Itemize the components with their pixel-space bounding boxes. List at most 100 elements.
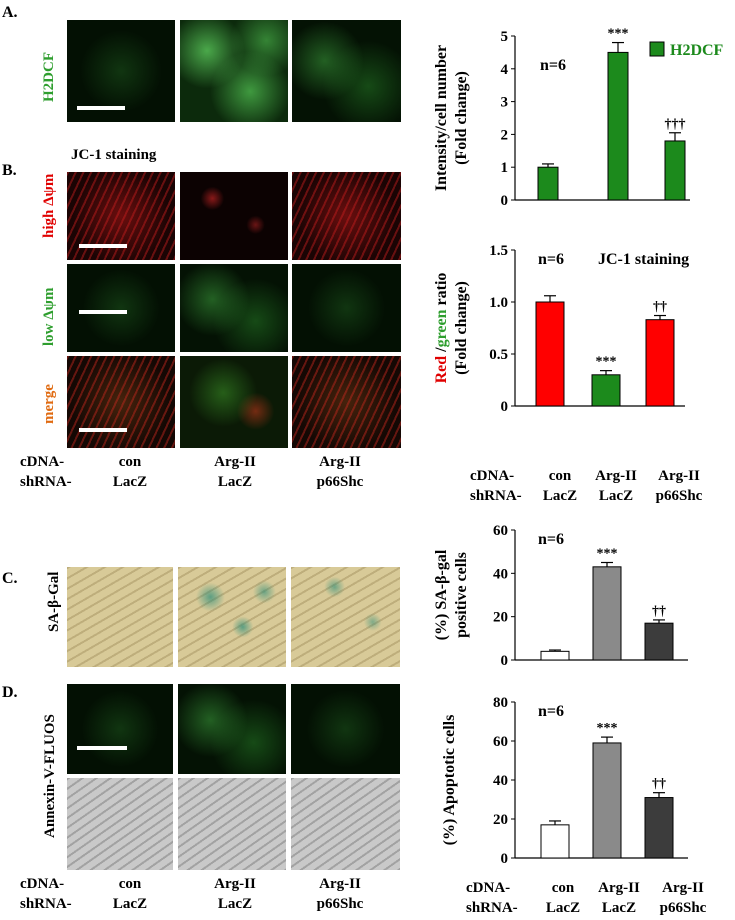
y-tick-label: 2 [501,127,509,143]
group-cdna: Arg-II [319,454,361,470]
scale-bar [77,106,125,110]
chart-title: JC-1 staining [598,251,689,268]
y-tick-label: 0 [501,193,509,209]
group-cdna: Arg-II [214,876,256,892]
y-axis-label-line1: Red /green ratio [433,273,450,384]
group-shrna: LacZ [217,474,253,490]
y-axis-label: Red /green ratio (Fold change) [433,273,470,384]
micrograph-low-con [67,264,175,352]
bar [591,374,621,407]
group-label-2: Arg-II LacZ [200,452,270,492]
chart-group-label-2: Arg-II LacZ [587,466,645,506]
group-shrna: p66Shc [316,474,364,490]
y-tick-label: 60 [493,734,508,750]
y-axis-label-part: ratio [433,273,450,310]
micrograph-annexin-con [67,684,173,774]
micrograph-high-con [67,172,175,260]
bar [540,824,570,859]
y-tick-label: 0.5 [489,347,508,363]
significance-label: †† [653,300,667,315]
group-shrna: LacZ [601,900,637,916]
y-axis-label-line1: Intensity/cell number [433,45,450,191]
y-axis-label-part: Red [433,356,450,384]
micrograph-sagal-con [67,567,173,667]
y-tick-label: 60 [493,523,508,539]
annexin-label: Annexin-V-FLUOS [42,714,58,838]
group-shrna: p66Shc [316,896,364,912]
group-shrna: LacZ [112,474,148,490]
significance-label: *** [597,547,618,562]
chart-group-label-3: Arg-II p66Shc [650,878,716,918]
sagal-label: SA-β-Gal [46,571,62,632]
micrograph-phase-p66 [291,778,400,870]
cdna-label: cDNA- [470,468,515,484]
shrna-label: shRNA- [20,896,72,912]
y-axis-label-part: green [433,309,450,347]
n-label: n=6 [538,703,564,720]
chart-sagal: 0 20 40 60 *** †† n=6 (%) SA-β-gal positive cell… [433,523,688,669]
micrograph-sagal-p66 [291,567,400,667]
y-tick-label: 20 [493,610,508,626]
group-cdna: Arg-II [595,468,637,484]
chart-h2dcf: 0 1 2 3 4 5 *** ††† n=6 Intensity/cell number (Fol… [433,27,724,209]
y-tick-label: 20 [493,812,508,828]
y-tick-label: 4 [501,62,509,78]
chart-group-label-1: con LacZ [538,878,588,918]
shrna-label: shRNA- [20,474,72,490]
h2dcf-label: H2DCF [41,52,57,102]
y-tick-label: 1.0 [489,295,508,311]
micrograph-high-argii [180,172,288,260]
group-label-1: con LacZ [100,452,160,492]
group-cdna: Arg-II [598,880,640,896]
row-labels-lower-left: cDNA- shRNA- [20,874,72,914]
y-tick-label: 3 [501,95,509,111]
row-labels-lower-right: cDNA- shRNA- [466,878,518,918]
significance-label: *** [596,355,617,370]
cdna-label: cDNA- [20,876,65,892]
group-cdna: con [118,876,142,892]
scale-bar [77,746,127,750]
group-label-3: Arg-II p66Shc [300,874,380,914]
micrograph-low-p66 [292,264,401,352]
group-cdna: con [551,880,575,896]
row-labels-upper-left: cDNA- shRNA- [20,452,72,492]
chart-group-label-2: Arg-II LacZ [590,878,648,918]
panel-d-label: D. [2,684,18,701]
panel-a-label: A. [2,4,18,21]
legend-swatch [649,41,665,57]
y-tick-label: 0 [501,653,509,669]
group-shrna: LacZ [542,488,578,504]
row-labels-upper-right: cDNA- shRNA- [470,466,522,506]
low-potential-label: low Δψm [41,287,57,346]
y-tick-label: 40 [493,566,508,582]
chart-group-label-3: Arg-II p66Shc [646,466,712,506]
y-axis-label: Intensity/cell number (Fold change) [433,45,470,191]
micrograph-merge-p66 [292,356,401,448]
panel-c-label: C. [2,570,18,587]
shrna-label: shRNA- [470,488,522,504]
micrograph-low-argii [180,264,288,352]
scale-bar [79,310,127,314]
n-label: n=6 [538,531,564,548]
bar [537,166,559,201]
group-cdna: con [118,454,142,470]
scale-bar [79,244,127,248]
scale-bar [79,428,127,432]
y-axis-label: (%) Apoptotic cells [441,715,458,846]
group-shrna: LacZ [112,896,148,912]
micrograph-h2dcf-argii [180,20,288,122]
micrograph-h2dcf-p66 [292,20,401,122]
group-shrna: LacZ [545,900,581,916]
chart-apoptotic: 0 20 40 60 80 *** †† n=6 (%) Apoptotic cells [441,695,688,867]
y-tick-label: 80 [493,695,508,711]
significance-label: †† [652,777,666,792]
bar [664,140,686,201]
chart-group-label-1: con LacZ [535,466,585,506]
group-label-3: Arg-II p66Shc [300,452,380,492]
group-cdna: con [548,468,572,484]
y-tick-label: 40 [493,773,508,789]
micrograph-annexin-argii [178,684,286,774]
merge-label: merge [41,384,57,424]
n-label: n=6 [540,57,566,74]
bar [607,51,629,201]
